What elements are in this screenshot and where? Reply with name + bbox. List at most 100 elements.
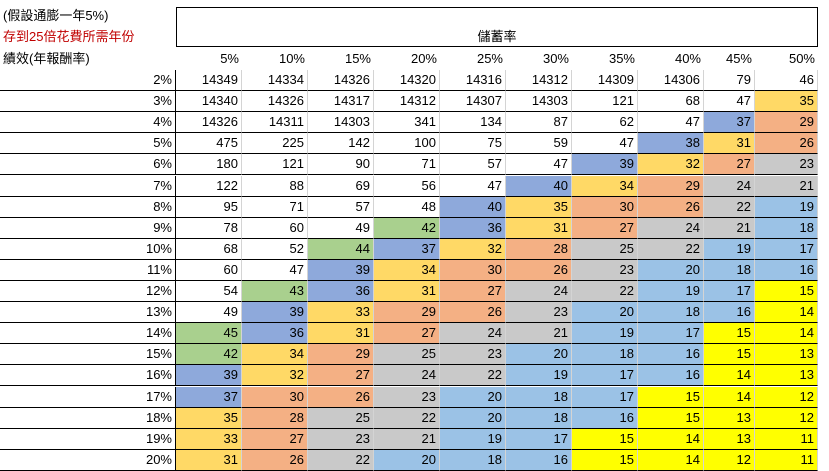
table-cell[interactable]: 29	[755, 112, 818, 134]
table-cell[interactable]: 16	[572, 407, 638, 429]
table-cell[interactable]: 90	[308, 154, 374, 176]
row-label[interactable]: 13%	[0, 302, 176, 324]
column-header[interactable]: 35%	[608, 51, 635, 66]
table-cell[interactable]: 225	[242, 133, 308, 155]
table-cell[interactable]: 49	[176, 302, 242, 324]
table-cell[interactable]: 14303	[506, 91, 572, 113]
table-cell[interactable]: 27	[704, 154, 755, 176]
table-cell[interactable]: 23	[572, 259, 638, 281]
table-cell[interactable]: 62	[572, 112, 638, 134]
table-cell[interactable]: 13	[755, 365, 818, 387]
row-label[interactable]: 17%	[0, 386, 176, 408]
column-header[interactable]: 5%	[220, 51, 239, 66]
row-label[interactable]: 16%	[0, 365, 176, 387]
table-cell[interactable]: 18	[506, 386, 572, 408]
row-label[interactable]: 7%	[0, 175, 176, 197]
table-cell[interactable]: 32	[638, 154, 704, 176]
note-inflation[interactable]: (假設通膨一年5%)	[3, 8, 109, 23]
table-cell[interactable]: 75	[440, 133, 506, 155]
table-cell[interactable]: 27	[374, 323, 440, 345]
row-label[interactable]: 10%	[0, 238, 176, 260]
table-cell[interactable]: 40	[440, 196, 506, 218]
table-cell[interactable]: 42	[374, 217, 440, 239]
table-cell[interactable]: 45	[176, 323, 242, 345]
table-cell[interactable]: 14	[755, 302, 818, 324]
column-header[interactable]: 45%	[725, 51, 752, 66]
table-cell[interactable]: 17	[506, 428, 572, 450]
column-header[interactable]: 40%	[674, 51, 701, 66]
table-cell[interactable]: 26	[308, 386, 374, 408]
table-cell[interactable]: 78	[176, 217, 242, 239]
table-cell[interactable]: 14334	[242, 70, 308, 92]
table-cell[interactable]: 22	[638, 238, 704, 260]
table-cell[interactable]: 100	[374, 133, 440, 155]
table-cell[interactable]: 14311	[242, 112, 308, 134]
table-cell[interactable]: 26	[440, 302, 506, 324]
table-cell[interactable]: 19	[506, 365, 572, 387]
table-cell[interactable]: 17	[638, 323, 704, 345]
table-cell[interactable]: 28	[242, 407, 308, 429]
table-cell[interactable]: 47	[506, 154, 572, 176]
row-label[interactable]: 9%	[0, 217, 176, 239]
column-header[interactable]: 30%	[542, 51, 569, 66]
table-cell[interactable]: 15	[704, 344, 755, 366]
table-cell[interactable]: 29	[638, 175, 704, 197]
table-cell[interactable]: 33	[308, 302, 374, 324]
table-cell[interactable]: 54	[176, 281, 242, 303]
table-cell[interactable]: 23	[374, 386, 440, 408]
table-cell[interactable]: 47	[242, 259, 308, 281]
table-cell[interactable]: 69	[308, 175, 374, 197]
table-cell[interactable]: 14303	[308, 112, 374, 134]
table-cell[interactable]: 39	[308, 259, 374, 281]
table-cell[interactable]: 14326	[176, 112, 242, 134]
table-cell[interactable]: 18	[704, 259, 755, 281]
table-cell[interactable]: 36	[242, 323, 308, 345]
table-cell[interactable]: 17	[755, 238, 818, 260]
table-cell[interactable]: 37	[704, 112, 755, 134]
table-cell[interactable]: 71	[374, 154, 440, 176]
table-cell[interactable]: 27	[440, 281, 506, 303]
row-label[interactable]: 18%	[0, 407, 176, 429]
table-cell[interactable]: 44	[308, 238, 374, 260]
table-cell[interactable]: 14340	[176, 91, 242, 113]
table-cell[interactable]: 31	[176, 449, 242, 471]
table-cell[interactable]: 13	[704, 407, 755, 429]
table-cell[interactable]: 20	[440, 407, 506, 429]
table-cell[interactable]: 142	[308, 133, 374, 155]
table-cell[interactable]: 16	[704, 302, 755, 324]
table-cell[interactable]: 27	[572, 217, 638, 239]
table-cell[interactable]: 180	[176, 154, 242, 176]
table-cell[interactable]: 17	[704, 281, 755, 303]
table-cell[interactable]: 15	[638, 386, 704, 408]
table-cell[interactable]: 56	[374, 175, 440, 197]
table-cell[interactable]: 14312	[374, 91, 440, 113]
table-cell[interactable]: 26	[638, 196, 704, 218]
table-cell[interactable]: 49	[308, 217, 374, 239]
table-cell[interactable]: 14	[638, 428, 704, 450]
table-cell[interactable]: 28	[506, 238, 572, 260]
table-cell[interactable]: 68	[638, 91, 704, 113]
table-cell[interactable]: 14349	[176, 70, 242, 92]
table-cell[interactable]: 46	[755, 70, 818, 92]
table-cell[interactable]: 31	[374, 281, 440, 303]
table-cell[interactable]: 32	[440, 238, 506, 260]
table-cell[interactable]: 24	[704, 175, 755, 197]
table-cell[interactable]: 68	[176, 238, 242, 260]
table-cell[interactable]: 57	[308, 196, 374, 218]
table-cell[interactable]: 14	[704, 386, 755, 408]
table-cell[interactable]: 34	[572, 175, 638, 197]
table-cell[interactable]: 19	[638, 281, 704, 303]
table-cell[interactable]: 23	[308, 428, 374, 450]
row-header-label[interactable]: 績效(年報酬率)	[3, 51, 90, 66]
table-cell[interactable]: 33	[176, 428, 242, 450]
table-cell[interactable]: 14	[704, 365, 755, 387]
table-cell[interactable]: 22	[374, 407, 440, 429]
table-cell[interactable]: 475	[176, 133, 242, 155]
table-cell[interactable]: 31	[308, 323, 374, 345]
row-label[interactable]: 4%	[0, 112, 176, 134]
row-label[interactable]: 19%	[0, 428, 176, 450]
row-label[interactable]: 20%	[0, 449, 176, 471]
table-cell[interactable]: 18	[440, 449, 506, 471]
table-cell[interactable]: 16	[506, 449, 572, 471]
table-cell[interactable]: 21	[755, 175, 818, 197]
